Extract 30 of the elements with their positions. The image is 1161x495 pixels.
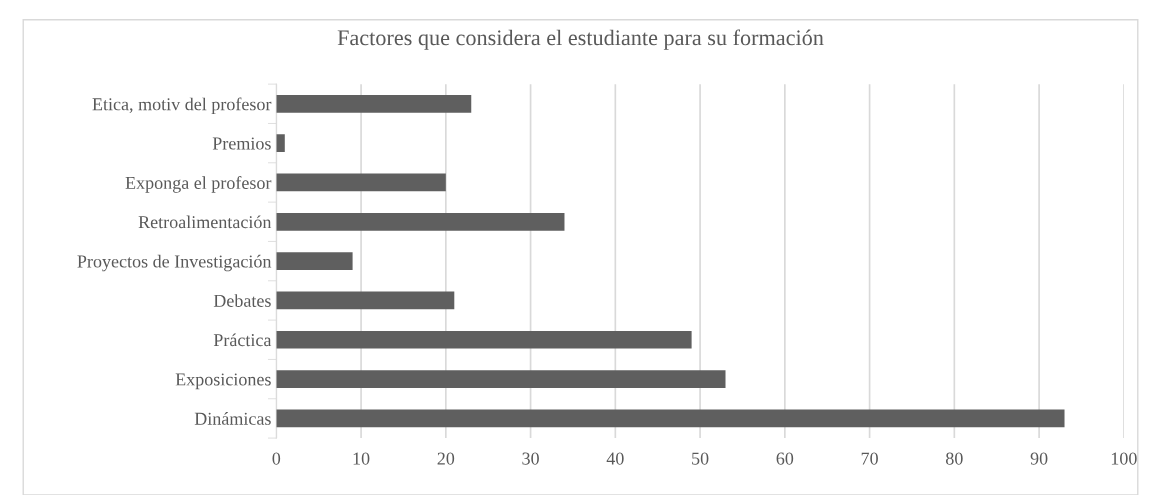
bar <box>276 212 565 231</box>
y-tick-label: Premios <box>212 137 271 150</box>
x-tick-label: 70 <box>861 452 878 465</box>
x-tick-label: 10 <box>353 452 370 465</box>
y-tick-label: Retroalimentación <box>138 215 272 229</box>
x-tick-label: 20 <box>437 452 455 465</box>
bar <box>276 94 472 113</box>
x-tick-label: 40 <box>606 452 624 465</box>
bar <box>276 134 285 152</box>
bar <box>276 173 446 192</box>
x-tick-label: 90 <box>1030 452 1048 465</box>
x-tick-label: 60 <box>776 452 794 465</box>
y-tick-label: Exposiciones <box>175 373 271 390</box>
bar <box>276 330 692 349</box>
chart-title: Factores que considera el estudiante para su formación <box>337 29 824 50</box>
bar <box>276 252 353 270</box>
y-tick-label: Proyectos de Investigación <box>77 254 272 272</box>
x-tick-label: 100 <box>1111 452 1137 465</box>
bar <box>276 370 726 388</box>
x-tick-label: 0 <box>272 452 281 465</box>
bar <box>276 409 1065 428</box>
y-tick-label: Práctica <box>213 333 272 347</box>
y-tick-label: Dinámicas <box>194 412 271 425</box>
x-tick-label: 80 <box>946 452 963 465</box>
y-tick-label: Exponga el profesor <box>125 176 272 193</box>
x-tick-label: 30 <box>522 452 539 465</box>
y-tick-label: Etica, motiv del profesor <box>92 97 272 115</box>
bar <box>276 291 455 310</box>
y-tick-label: Debates <box>213 294 271 307</box>
x-tick-label: 50 <box>692 452 709 465</box>
